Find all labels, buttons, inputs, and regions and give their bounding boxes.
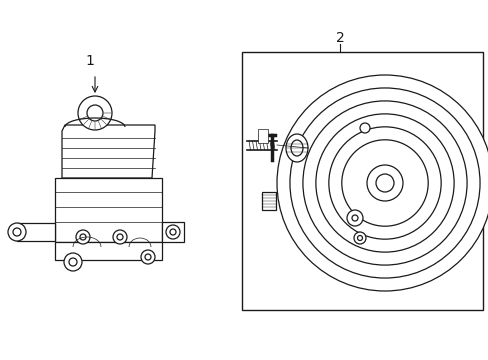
Bar — [17, 223, 55, 241]
Circle shape — [170, 229, 176, 235]
Circle shape — [353, 232, 365, 244]
Ellipse shape — [285, 134, 307, 162]
Circle shape — [8, 223, 26, 241]
Circle shape — [375, 174, 393, 192]
Text: 2: 2 — [335, 31, 344, 45]
Circle shape — [78, 96, 112, 130]
Bar — [55, 242, 162, 260]
Circle shape — [76, 230, 90, 244]
Text: 1: 1 — [85, 54, 94, 68]
Bar — [55, 178, 162, 242]
Circle shape — [366, 165, 402, 201]
Circle shape — [64, 253, 82, 271]
Circle shape — [113, 230, 127, 244]
Bar — [262, 192, 275, 210]
Circle shape — [346, 210, 362, 226]
Bar — [162, 222, 183, 242]
Circle shape — [69, 258, 77, 266]
Circle shape — [276, 75, 488, 291]
Bar — [242, 52, 482, 310]
Circle shape — [80, 234, 86, 240]
Circle shape — [13, 228, 21, 236]
Ellipse shape — [290, 140, 303, 156]
Circle shape — [87, 105, 103, 121]
Circle shape — [117, 234, 123, 240]
Bar — [258, 129, 267, 143]
Circle shape — [351, 215, 357, 221]
Circle shape — [165, 225, 180, 239]
Circle shape — [141, 250, 155, 264]
Circle shape — [145, 254, 151, 260]
Polygon shape — [62, 125, 155, 178]
Circle shape — [357, 235, 362, 240]
Circle shape — [341, 140, 427, 226]
Circle shape — [359, 123, 369, 133]
